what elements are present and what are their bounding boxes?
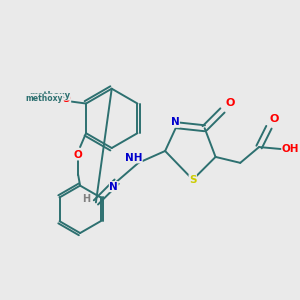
Text: NH: NH <box>125 153 142 163</box>
Text: N: N <box>171 117 179 127</box>
Text: O: O <box>62 94 70 103</box>
Text: N: N <box>109 182 118 192</box>
Text: H: H <box>82 194 90 204</box>
Text: OH: OH <box>282 144 299 154</box>
Text: methoxy: methoxy <box>29 91 70 100</box>
Text: methoxy: methoxy <box>26 94 63 103</box>
Text: S: S <box>189 175 196 185</box>
Text: O: O <box>226 98 235 107</box>
Text: O: O <box>269 114 279 124</box>
Text: O: O <box>74 150 82 160</box>
